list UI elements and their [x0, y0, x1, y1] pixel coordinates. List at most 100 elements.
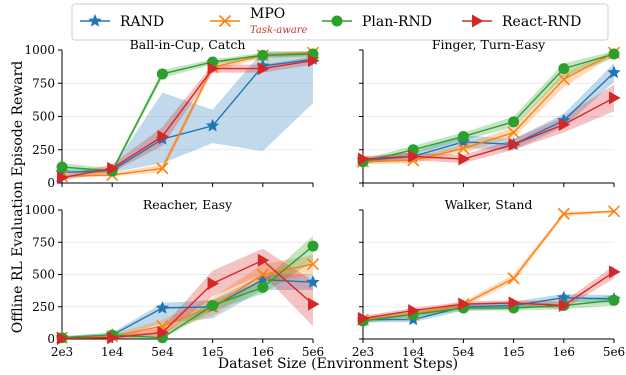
x-tick-label: 5e4: [151, 345, 174, 359]
band-plan-rnd: [363, 51, 614, 165]
data-point-triangle: [257, 253, 270, 267]
legend-entry-mpo: MPO Task-aware: [210, 6, 308, 36]
x-tick-label: 1e6: [553, 345, 575, 359]
data-point-x: [507, 272, 520, 285]
x-tick-label: 5e6: [603, 345, 625, 359]
series-line: [363, 296, 615, 321]
panel-4: 2e3 1e4 5e4 1e5 1e6 5e6 Walker, Stand: [352, 197, 625, 359]
data-point-x: [507, 126, 520, 139]
legend-circle-marker: [331, 15, 343, 27]
series-plan-rnd: [357, 294, 620, 327]
band-mpo: [363, 50, 614, 165]
data-point-triangle: [57, 331, 69, 345]
data-point-triangle: [107, 161, 119, 175]
data-point-triangle: [308, 54, 320, 68]
legend-x-marker: [218, 14, 232, 28]
data-point-triangle: [508, 296, 521, 310]
x-tick-label: 1e5: [201, 345, 223, 359]
x-tick-label: 5e4: [452, 345, 475, 359]
data-point-circle: [608, 294, 620, 306]
series-plan-rnd: [357, 48, 620, 168]
series-line: [362, 97, 615, 160]
y-tick-label: 0: [47, 176, 55, 190]
band-react-rnd: [62, 248, 313, 339]
data-point-triangle: [558, 117, 571, 131]
x-tick-label: 1e5: [502, 345, 524, 359]
data-point-star: [256, 272, 270, 286]
panel-title: Finger, Turn-Easy: [432, 37, 546, 52]
series-line: [362, 299, 615, 322]
panel-3: 0 250 500 750 1000 2e3 1e4 5e4 1e5 1e6 5e6 Reacher,…: [24, 197, 324, 359]
series-line: [61, 245, 314, 339]
data-point-triangle: [458, 297, 470, 311]
y-tick-label: 250: [32, 143, 55, 157]
data-point-x: [557, 73, 570, 86]
data-point-x: [256, 268, 269, 281]
series-react-rnd: [358, 265, 621, 325]
panel-title: Ball-in-Cup, Catch: [130, 37, 246, 52]
data-point-circle: [608, 48, 620, 60]
data-point-star: [607, 65, 621, 79]
x-tick-label: 1e4: [101, 345, 124, 359]
data-point-triangle: [609, 265, 621, 279]
panel-1: 0 250 500 750 1000 Ball-in-Cup, Catch: [24, 37, 320, 190]
series-react-rnd: [57, 54, 320, 185]
band-plan-rnd: [363, 295, 614, 324]
y-tick-label: 250: [32, 300, 55, 314]
data-point-circle: [207, 299, 219, 311]
x-tick-label: 1e4: [402, 345, 425, 359]
legend-label: Plan-RND: [362, 14, 432, 30]
y-tick-label: 500: [32, 268, 55, 282]
data-point-x: [457, 142, 470, 155]
data-point-triangle: [57, 171, 69, 185]
data-point-x: [156, 162, 169, 175]
y-tick-label: 750: [32, 76, 55, 90]
panel-title: Reacher, Easy: [143, 197, 233, 212]
x-tick-label: 2e3: [51, 345, 73, 359]
data-point-x: [557, 207, 570, 220]
series-line: [362, 53, 615, 163]
data-point-triangle: [257, 62, 270, 76]
x-axis-label: Dataset Size (Environment Steps): [218, 356, 458, 372]
data-point-triangle: [408, 304, 420, 318]
series-line: [61, 259, 314, 340]
x-tick-label: 2e3: [352, 345, 374, 359]
data-point-triangle: [558, 298, 571, 312]
legend-entry-react-rnd: React-RND: [462, 14, 581, 30]
data-point-circle: [508, 116, 520, 128]
x-tick-label: 5e6: [302, 345, 324, 359]
data-point-circle: [257, 281, 269, 293]
y-tick-label: 0: [47, 332, 55, 346]
data-point-circle: [307, 240, 319, 252]
data-point-triangle: [408, 149, 420, 163]
series-line: [362, 52, 615, 163]
y-tick-label: 750: [32, 235, 55, 249]
data-point-circle: [558, 63, 570, 75]
legend-sublabel: Task-aware: [250, 25, 308, 36]
data-point-triangle: [157, 326, 169, 340]
x-tick-label: 1e6: [252, 345, 274, 359]
series-line: [61, 263, 314, 339]
data-point-circle: [56, 161, 68, 173]
series-react-rnd: [57, 253, 320, 345]
band-react-rnd: [363, 265, 614, 321]
legend: RAND MPO Task-aware Plan-RND React-RND: [71, 3, 609, 41]
legend-star-marker: [88, 14, 102, 27]
series-plan-rnd: [56, 240, 319, 344]
series-react-rnd: [358, 91, 621, 166]
data-point-triangle: [508, 137, 521, 151]
data-point-triangle: [358, 311, 370, 325]
data-point-triangle: [207, 62, 220, 76]
data-point-x: [607, 205, 621, 218]
band-rand: [62, 51, 313, 175]
data-point-star: [205, 118, 220, 132]
legend-entry-rand: RAND: [80, 14, 164, 30]
data-point-triangle: [157, 129, 169, 143]
band-mpo: [62, 51, 313, 178]
data-point-triangle: [107, 331, 119, 345]
series-line: [61, 59, 314, 179]
data-point-circle: [457, 130, 469, 142]
data-point-triangle: [308, 297, 320, 311]
data-point-triangle: [207, 277, 220, 291]
